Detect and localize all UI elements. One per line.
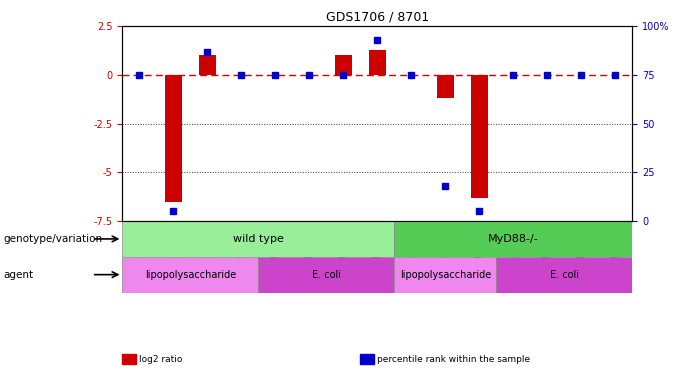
Bar (496, 257, 632, 292)
Bar (471, 75, 488, 198)
Text: E. coli: E. coli (312, 270, 341, 280)
Title: GDS1706 / 8701: GDS1706 / 8701 (326, 11, 429, 24)
Text: lipopolysaccharide: lipopolysaccharide (400, 270, 491, 280)
Text: genotype/variation: genotype/variation (3, 234, 103, 244)
Bar (122, 221, 394, 257)
Bar (369, 50, 386, 75)
Bar (394, 221, 632, 257)
Text: MyD88-/-: MyD88-/- (488, 234, 539, 244)
Bar (165, 75, 182, 202)
Text: E. coli: E. coli (550, 270, 579, 280)
Bar (199, 56, 216, 75)
Text: agent: agent (3, 270, 33, 280)
Bar (122, 257, 258, 292)
Bar (335, 56, 352, 75)
Bar (437, 75, 454, 98)
Text: percentile rank within the sample: percentile rank within the sample (377, 355, 530, 364)
Text: lipopolysaccharide: lipopolysaccharide (145, 270, 236, 280)
Bar (258, 257, 394, 292)
Bar (394, 257, 496, 292)
Text: log2 ratio: log2 ratio (139, 355, 183, 364)
Text: wild type: wild type (233, 234, 284, 244)
